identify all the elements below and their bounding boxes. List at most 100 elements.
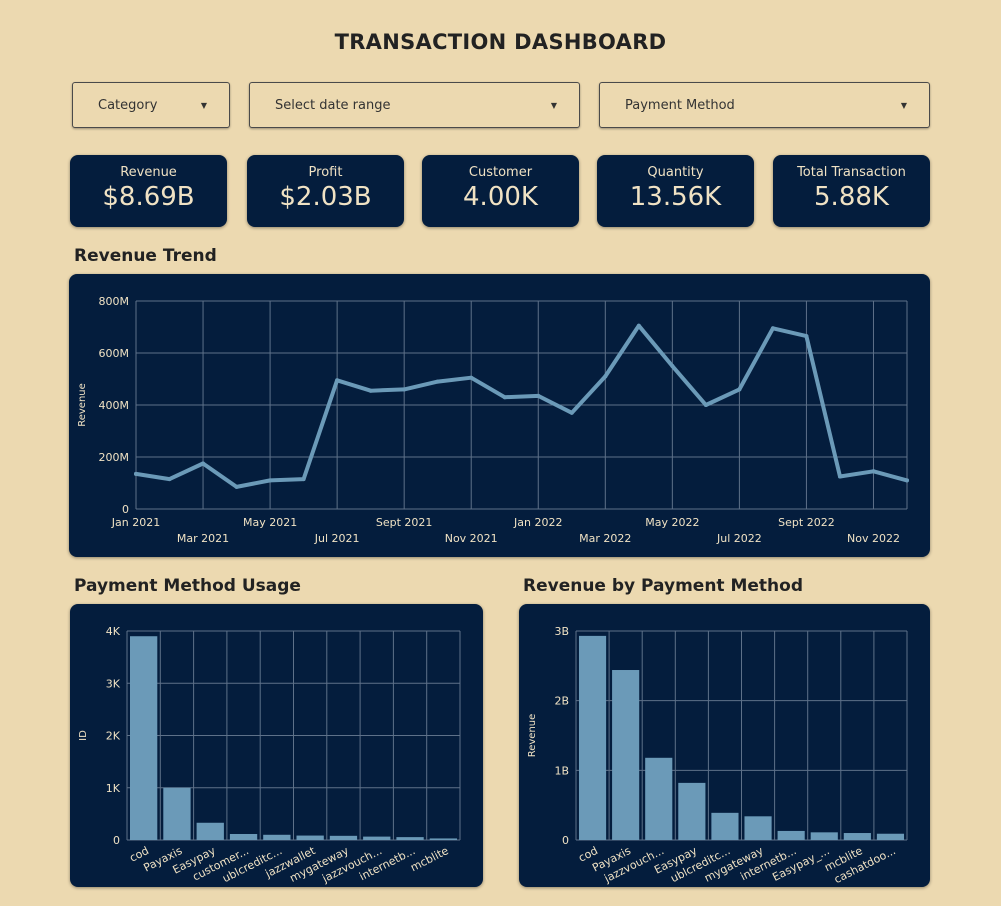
bar (129, 636, 158, 840)
x-tick-label: Jan 2022 (513, 516, 562, 529)
y-tick-label: 0 (562, 834, 569, 847)
bar (163, 787, 191, 840)
kpi-value: 4.00K (463, 182, 538, 212)
category-filter[interactable]: Category ▼ (72, 82, 230, 128)
revenue-data-point (201, 461, 206, 466)
bar (711, 812, 739, 840)
kpi-value: $2.03B (279, 182, 372, 212)
revenue-data-point (268, 478, 273, 483)
kpi-label: Quantity (647, 165, 704, 180)
revenue-data-point (502, 395, 507, 400)
y-tick-label: 600M (99, 347, 130, 360)
revenue-data-point (335, 378, 340, 383)
x-tick-label: Nov 2021 (445, 532, 498, 545)
revenue-trend-panel: 0 200M 400M 600M 800M Revenue Jan 2021 May 2021… (69, 274, 930, 557)
revenue-data-point (837, 474, 842, 479)
kpi-value: 13.56K (629, 182, 722, 212)
bar (612, 670, 640, 840)
bar (363, 836, 391, 840)
revenue-data-point (636, 323, 641, 328)
chevron-down-icon: ▼ (900, 100, 907, 110)
date-range-filter-label: Select date range (275, 97, 391, 113)
category-filter-label: Category (98, 97, 158, 113)
x-tick-label: Sept 2021 (376, 516, 433, 529)
kpi-label: Revenue (120, 165, 177, 180)
revenue-data-point (167, 477, 172, 482)
bar (744, 816, 772, 840)
revenue-data-point (134, 471, 138, 476)
x-tick-label: Jul 2021 (314, 532, 360, 545)
revenue-data-point (435, 379, 440, 384)
x-tick-label: Sept 2022 (778, 516, 835, 529)
revenue-data-point (905, 478, 909, 483)
revenue-data-point (703, 403, 708, 407)
revenue-by-payment-title: Revenue by Payment Method (523, 576, 804, 596)
revenue-data-point (368, 388, 373, 393)
revenue-data-point (469, 375, 474, 380)
payment-usage-title: Payment Method Usage (74, 576, 301, 596)
kpi-value: 5.88K (814, 182, 889, 212)
y-tick-label: 200M (99, 451, 130, 464)
revenue-trend-chart: 0 200M 400M 600M 800M Revenue Jan 2021 May 2021… (77, 295, 909, 545)
y-tick-label: 1B (554, 764, 569, 777)
bar (429, 838, 458, 840)
x-tick-label: Mar 2021 (177, 532, 229, 545)
y-tick-label: 1K (106, 782, 121, 795)
bar (678, 782, 706, 840)
x-tick-label: May 2022 (645, 516, 699, 529)
kpi-card-customer: Customer 4.00K (422, 155, 579, 227)
bar (196, 822, 224, 840)
revenue-data-point (770, 326, 775, 331)
y-tick-label: 3B (554, 625, 569, 638)
y-tick-label: 2B (554, 695, 569, 708)
revenue-data-point (301, 477, 306, 482)
revenue-data-point (234, 484, 239, 489)
y-tick-label: 0 (113, 834, 120, 847)
revenue-by-payment-panel: 0 1B 2B 3B Revenue cod Payaxis jazzvouch... Easy… (519, 604, 930, 887)
x-tick-label: Nov 2022 (847, 532, 900, 545)
bar (329, 835, 358, 840)
y-tick-label: 4K (106, 625, 121, 638)
revenue-data-point (871, 469, 876, 474)
revenue-series-line (134, 323, 909, 489)
revenue-data-point (804, 334, 809, 339)
kpi-card-revenue: Revenue $8.69B (70, 155, 227, 227)
page-title: TRANSACTION DASHBOARD (334, 30, 667, 54)
kpi-card-total-transaction: Total Transaction 5.88K (773, 155, 930, 227)
x-tick-label: Jan 2021 (111, 516, 160, 529)
bar (645, 757, 673, 840)
bar (777, 830, 805, 840)
kpi-card-quantity: Quantity 13.56K (597, 155, 754, 227)
bar (296, 835, 324, 840)
y-axis-label: Revenue (527, 714, 538, 758)
revenue-by-payment-chart: 01B2B3BRevenuecodPayaxisjazzvouch...Easy… (527, 625, 908, 886)
revenue-trend-title: Revenue Trend (74, 246, 217, 266)
kpi-label: Total Transaction (797, 165, 906, 180)
bar (876, 833, 905, 840)
payment-method-filter-label: Payment Method (625, 97, 735, 113)
revenue-data-point (402, 387, 407, 392)
y-tick-label: 3K (106, 677, 121, 690)
y-tick-label: 800M (99, 295, 130, 308)
y-tick-label: 0 (122, 503, 129, 516)
revenue-data-point (737, 387, 742, 392)
payment-method-filter[interactable]: Payment Method ▼ (599, 82, 930, 128)
kpi-value: $8.69B (102, 182, 195, 212)
date-range-filter[interactable]: Select date range ▼ (249, 82, 580, 128)
bar (396, 837, 424, 840)
kpi-label: Profit (308, 165, 343, 180)
y-axis-label: ID (78, 730, 89, 741)
y-tick-label: 400M (99, 399, 130, 412)
revenue-data-point (536, 393, 541, 398)
bar (229, 833, 258, 840)
y-tick-label: 2K (106, 730, 121, 743)
bar (263, 834, 291, 840)
revenue-data-point (670, 364, 675, 368)
chevron-down-icon: ▼ (550, 100, 557, 110)
y-axis-label: Revenue (77, 383, 88, 427)
x-tick-label: Jul 2022 (716, 532, 762, 545)
bar (578, 635, 607, 840)
payment-usage-panel: 0 1K 2K 3K 4K ID cod Payaxis Easypay customer... u… (70, 604, 483, 887)
kpi-label: Customer (468, 165, 533, 180)
x-tick-label: Mar 2022 (579, 532, 631, 545)
